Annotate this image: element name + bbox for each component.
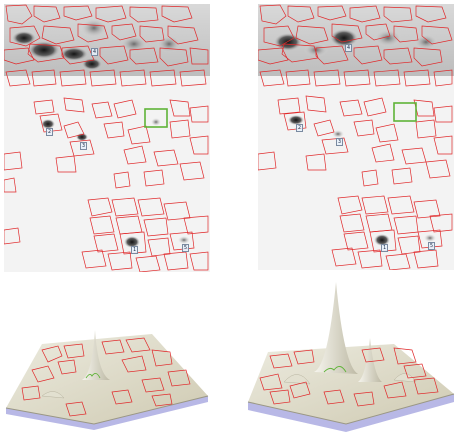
- gel-spot: [151, 118, 161, 126]
- protein-peak: [82, 330, 110, 380]
- spot-outlines: [258, 4, 453, 270]
- gel-spot: [374, 234, 390, 246]
- selection-box: [144, 108, 168, 128]
- spot-outlines: [259, 347, 439, 407]
- spot-outlines: [4, 4, 209, 272]
- spot-label: 3: [80, 142, 88, 150]
- gel-spot: [288, 115, 304, 125]
- spot-outlines: [21, 337, 191, 417]
- spot-label: 1: [131, 246, 139, 254]
- gel-spot: [424, 234, 436, 242]
- surface-view-right: [244, 282, 458, 432]
- gel-spot: [178, 236, 190, 244]
- spot-label: 4: [345, 44, 353, 52]
- surface-view-left: [2, 300, 214, 430]
- protein-peak-secondary: [358, 338, 382, 382]
- protein-peak-major: [314, 282, 358, 374]
- spot-label: 1: [381, 244, 389, 252]
- gel-image-right: 4 2 3 1 5: [258, 4, 454, 270]
- spot-label: 2: [296, 124, 304, 132]
- surface-base: [6, 396, 208, 430]
- gel-spot: [12, 31, 36, 45]
- gel-spot: [60, 47, 88, 61]
- gel-spot: [274, 33, 302, 51]
- spot-label: 5: [428, 242, 436, 250]
- gel-spot: [374, 29, 402, 47]
- gel-spot: [157, 35, 181, 53]
- gel-spot: [82, 58, 102, 70]
- spot-label: 2: [46, 128, 54, 136]
- gel-left-canvas: [4, 4, 210, 272]
- spot-label: 5: [182, 244, 190, 252]
- gel-spot: [124, 236, 140, 248]
- gel-spot: [80, 18, 108, 38]
- surface-right-canvas: [247, 282, 455, 432]
- gel-spot: [120, 35, 148, 53]
- spot-label: 4: [91, 48, 99, 56]
- gel-spot: [41, 119, 55, 129]
- gel-image-left: 4 2 3 1 5: [4, 4, 210, 272]
- gel-spot: [414, 34, 438, 50]
- surface-left-canvas: [5, 330, 209, 430]
- spot-label: 3: [336, 138, 344, 146]
- gel-spot: [332, 130, 344, 138]
- selection-box: [393, 102, 417, 122]
- surface-base: [248, 394, 454, 432]
- gel-right-canvas: [258, 4, 454, 270]
- gel-spot: [330, 29, 358, 47]
